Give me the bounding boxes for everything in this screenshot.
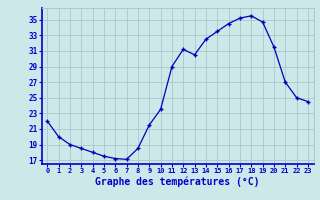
X-axis label: Graphe des températures (°C): Graphe des températures (°C) — [95, 177, 260, 187]
